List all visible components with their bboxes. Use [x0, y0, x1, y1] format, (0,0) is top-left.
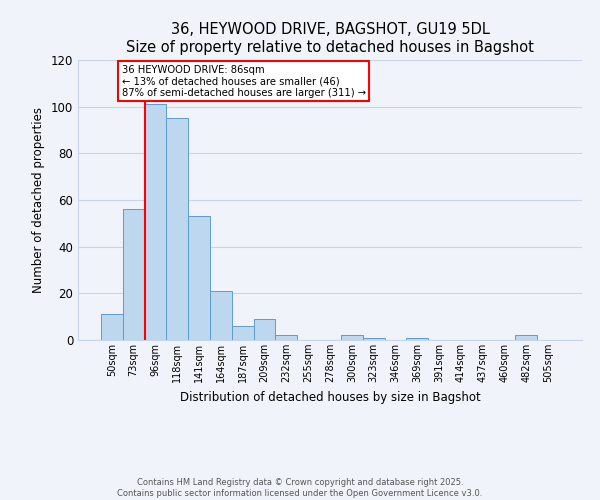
Bar: [341, 336, 363, 340]
Bar: [123, 210, 145, 340]
Title: 36, HEYWOOD DRIVE, BAGSHOT, GU19 5DL
Size of property relative to detached house: 36, HEYWOOD DRIVE, BAGSHOT, GU19 5DL Siz…: [126, 22, 534, 54]
Text: Contains HM Land Registry data © Crown copyright and database right 2025.
Contai: Contains HM Land Registry data © Crown c…: [118, 478, 482, 498]
Bar: [406, 338, 428, 340]
Bar: [254, 319, 275, 340]
Bar: [275, 336, 297, 340]
Bar: [188, 216, 210, 340]
Text: 36 HEYWOOD DRIVE: 86sqm
← 13% of detached houses are smaller (46)
87% of semi-de: 36 HEYWOOD DRIVE: 86sqm ← 13% of detache…: [122, 64, 366, 98]
Bar: [101, 314, 123, 340]
Bar: [363, 338, 385, 340]
Bar: [166, 118, 188, 340]
Bar: [145, 104, 166, 340]
Bar: [232, 326, 254, 340]
Bar: [210, 291, 232, 340]
Bar: [515, 336, 537, 340]
Y-axis label: Number of detached properties: Number of detached properties: [32, 107, 45, 293]
X-axis label: Distribution of detached houses by size in Bagshot: Distribution of detached houses by size …: [179, 390, 481, 404]
